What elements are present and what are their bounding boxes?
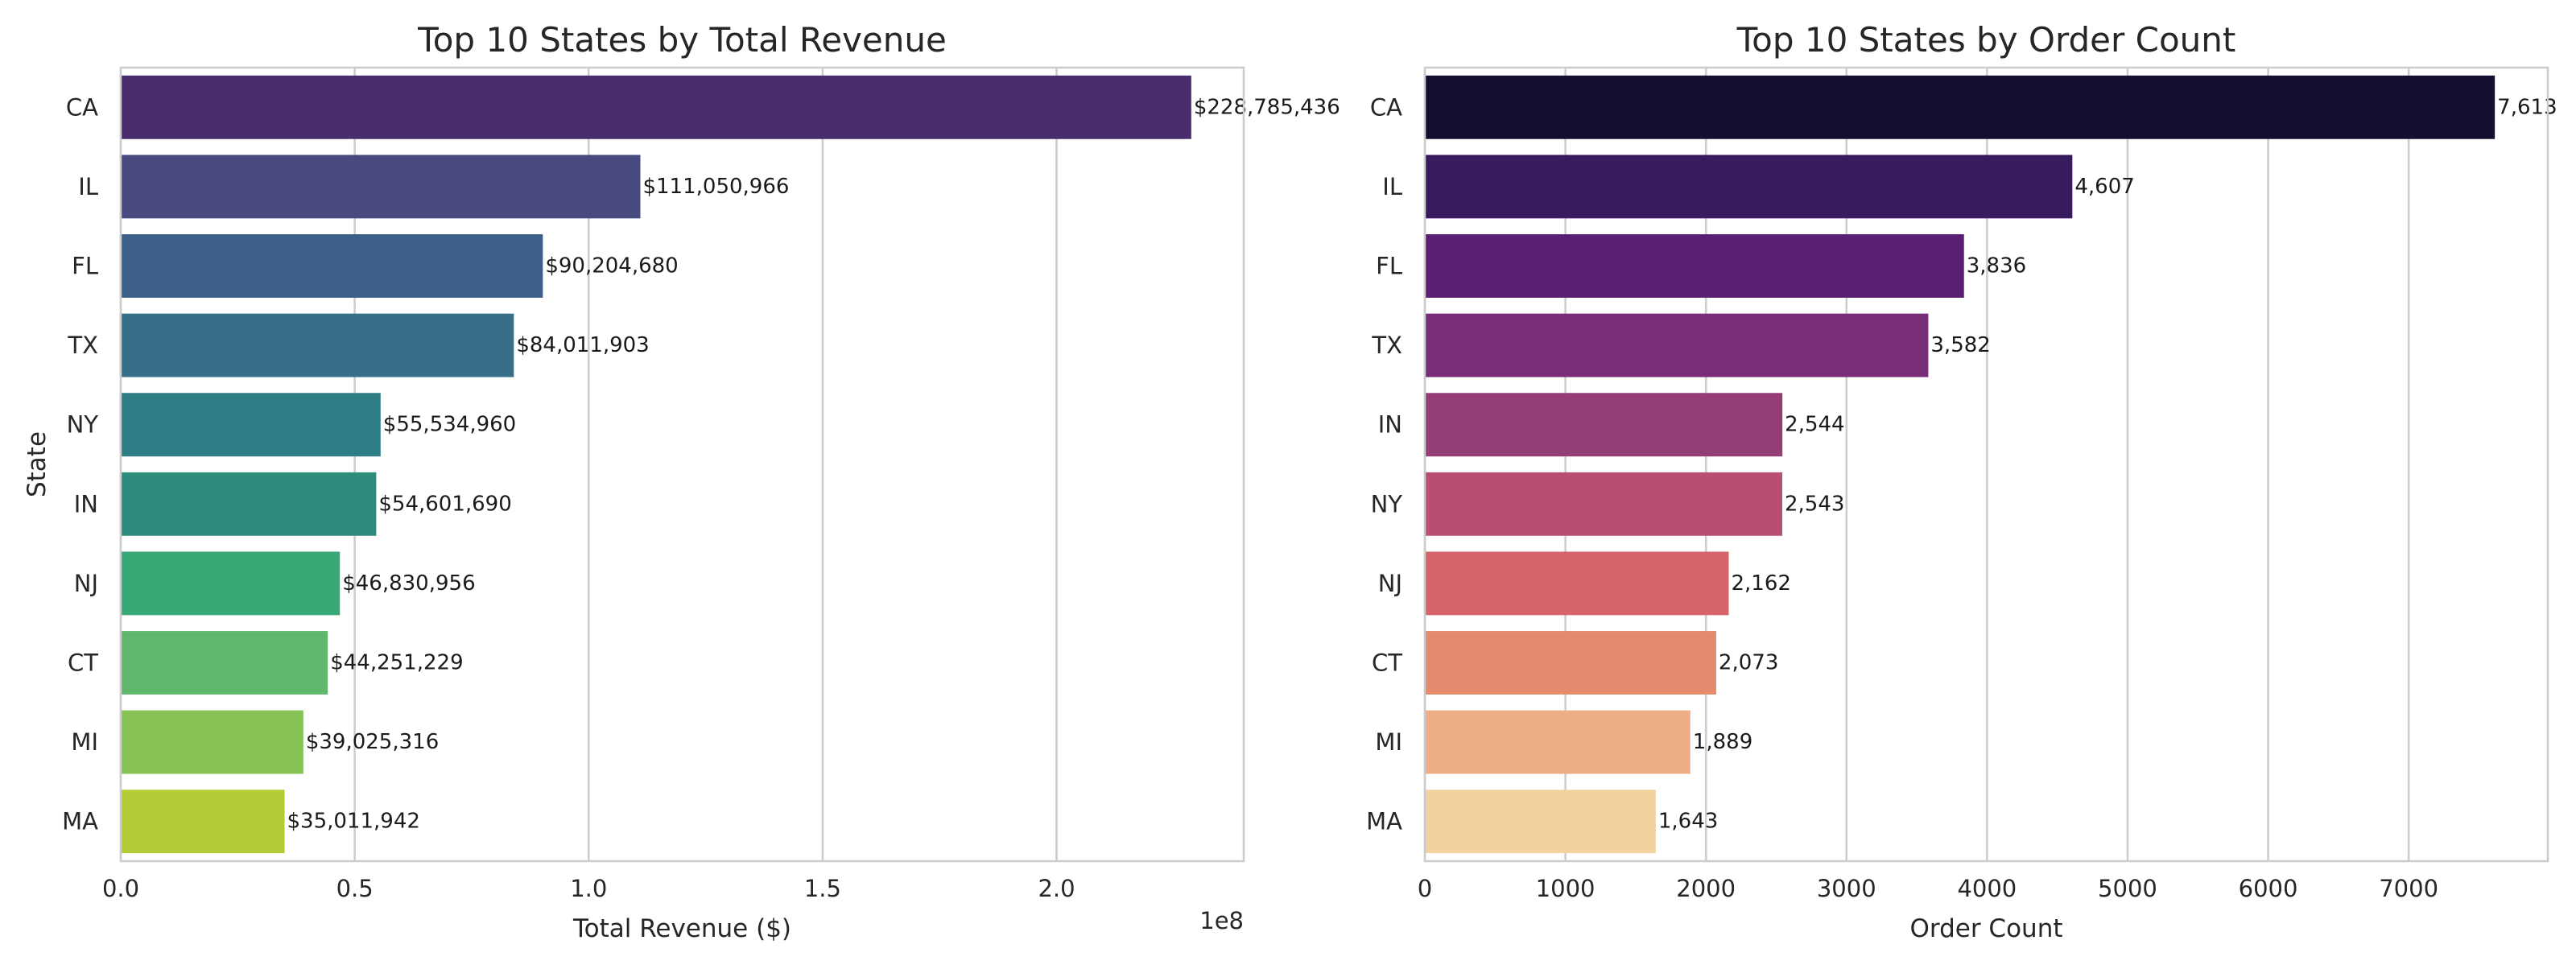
bar-tx [121, 313, 514, 377]
data-label: 2,544 [1785, 413, 1844, 437]
y-tick-label: NY [67, 411, 99, 439]
y-tick-label: TX [67, 332, 98, 359]
x-tick-label: 1000 [1536, 875, 1596, 902]
y-tick-label: IL [1382, 173, 1402, 200]
data-label: $228,785,436 [1194, 95, 1340, 119]
x-tick-label: 1.0 [570, 875, 607, 902]
bar-tx [1425, 313, 1929, 377]
y-tick-label: CA [66, 93, 98, 121]
y-tick-label: NJ [1378, 570, 1402, 597]
y-tick-label: MI [1375, 728, 1402, 756]
y-tick-label: FL [72, 253, 98, 280]
bar-mi [1425, 710, 1690, 774]
y-axis-label: State [23, 431, 52, 497]
data-label: 4,607 [2074, 175, 2134, 199]
x-tick-label: 4000 [1957, 875, 2017, 902]
y-tick-label: IN [74, 490, 98, 517]
data-label: $39,025,316 [306, 730, 439, 754]
x-tick-label: 1.5 [804, 875, 841, 902]
bar-mi [121, 710, 303, 774]
bar-il [1425, 155, 2073, 219]
y-tick-label: NJ [74, 570, 98, 597]
data-label: $111,050,966 [642, 175, 789, 199]
bar-nj [1425, 551, 1729, 616]
y-tick-label: CT [68, 649, 98, 677]
bar-ny [1425, 472, 1782, 536]
data-label: 3,582 [1930, 333, 1990, 357]
x-axis-label: Order Count [1909, 914, 2062, 943]
bar-ny [121, 393, 381, 457]
x-tick-label: 5000 [2098, 875, 2157, 902]
y-tick-label: FL [1376, 253, 1402, 280]
bar-ca [1425, 75, 2496, 139]
y-tick-label: CT [1372, 649, 1402, 677]
bar-in [121, 472, 377, 536]
bar-nj [121, 551, 341, 616]
x-tick-label: 0.5 [336, 875, 374, 902]
data-label: $44,251,229 [330, 651, 463, 675]
y-tick-label: IL [78, 173, 98, 200]
bar-ct [1425, 631, 1716, 695]
chart-panel-1: $228,785,436 CA $111,050,966 IL $90,204,680 F… [23, 20, 1340, 943]
x-tick-label: 6000 [2239, 875, 2298, 902]
bar-ma [121, 790, 285, 854]
x-tick-label: 7000 [2379, 875, 2438, 902]
data-label: $35,011,942 [287, 810, 420, 834]
bar-fl [1425, 234, 1964, 298]
axis-multiplier: 1e8 [1199, 907, 1244, 934]
y-tick-label: MA [1366, 808, 1402, 835]
data-label: $46,830,956 [342, 571, 475, 596]
bar-ca [121, 75, 1191, 139]
data-label: 2,543 [1785, 492, 1844, 516]
plot-frame [1423, 66, 2549, 863]
data-label: 2,162 [1731, 571, 1790, 596]
bar-in [1425, 393, 1783, 457]
data-label: 3,836 [1967, 254, 2026, 278]
bar-ma [1425, 790, 1656, 854]
x-axis-label: Total Revenue ($) [572, 914, 791, 943]
bar-fl [121, 234, 543, 298]
y-tick-label: MA [62, 808, 98, 835]
y-tick-label: NY [1371, 490, 1403, 517]
data-label: $84,011,903 [516, 333, 649, 357]
data-label: 1,643 [1658, 810, 1718, 834]
data-label: 1,889 [1693, 730, 1752, 754]
chart-panel-2: 7,613CA4,607IL3,836FL3,582TX2,544IN2,543… [1366, 20, 2557, 943]
data-label: $54,601,690 [378, 492, 511, 516]
y-tick-label: TX [1371, 332, 1402, 359]
bar-il [121, 155, 641, 219]
x-tick-label: 2000 [1676, 875, 1736, 902]
data-label: 2,073 [1719, 651, 1778, 675]
bar-ct [121, 631, 328, 695]
chart-title: Top 10 States by Total Revenue [417, 20, 947, 60]
y-tick-label: CA [1370, 93, 1402, 121]
y-tick-label: IN [1378, 411, 1402, 439]
x-tick-label: 2.0 [1038, 875, 1075, 902]
plot-frame [119, 66, 1245, 863]
y-tick-label: MI [71, 728, 98, 756]
data-label: $55,534,960 [383, 413, 516, 437]
data-label: $90,204,680 [545, 254, 678, 278]
chart-title: Top 10 States by Order Count [1736, 20, 2236, 60]
x-tick-label: 0 [1418, 875, 1432, 902]
x-tick-label: 3000 [1817, 875, 1876, 902]
x-tick-label: 0.0 [102, 875, 139, 902]
